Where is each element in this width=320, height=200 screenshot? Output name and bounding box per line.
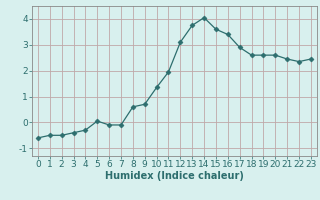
X-axis label: Humidex (Indice chaleur): Humidex (Indice chaleur) xyxy=(105,171,244,181)
